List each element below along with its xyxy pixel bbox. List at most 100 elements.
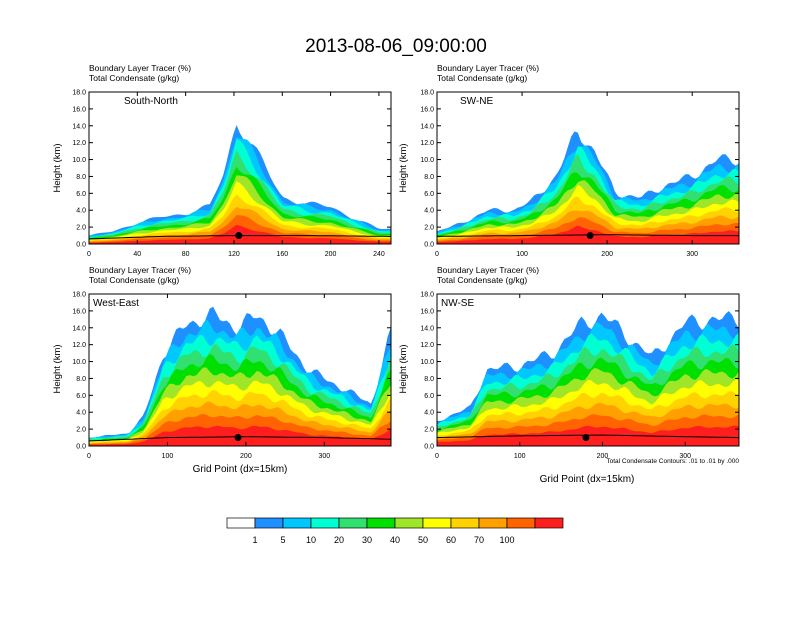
y-tick-label: 4.0 [424, 208, 434, 215]
colorbar-label: 60 [446, 535, 456, 545]
y-tick-label: 14.0 [72, 123, 86, 130]
x-tick-label: 100 [514, 453, 526, 460]
y-tick-label: 4.0 [76, 208, 86, 215]
panel-header-line1: Boundary Layer Tracer (%) [89, 265, 191, 275]
y-tick-label: 2.0 [76, 225, 86, 232]
panel-header-line1: Boundary Layer Tracer (%) [89, 63, 191, 73]
plot-area: 0.0 2.0 4.0 6.0 8.0 10.0 12.0 14.0 16.0 18.0 0 100 2… [420, 90, 740, 258]
y-tick-label: 8.0 [76, 376, 86, 383]
colorbar-label: 5 [280, 535, 285, 545]
y-tick-label: 14.0 [72, 325, 86, 332]
location-marker [586, 232, 594, 240]
x-tick-label: 300 [679, 453, 691, 460]
x-tick-label: 200 [601, 251, 613, 258]
y-tick-label: 14.0 [420, 325, 434, 332]
colorbar-swatch [394, 517, 424, 529]
y-tick-label: 8.0 [424, 174, 434, 181]
panel-header-line1: Boundary Layer Tracer (%) [437, 265, 539, 275]
colorbar-swatch [310, 517, 340, 529]
x-tick-label: 0 [87, 453, 91, 460]
y-tick-label: 16.0 [420, 106, 434, 113]
colorbar-label: 40 [390, 535, 400, 545]
colorbar-label: 1 [252, 535, 257, 545]
y-tick-label: 6.0 [76, 393, 86, 400]
x-tick-label: 100 [516, 251, 528, 258]
colorbar-label: 50 [418, 535, 428, 545]
y-tick-label: 0.0 [424, 444, 434, 451]
y-tick-label: 18.0 [420, 292, 434, 299]
plot-area: 0.0 2.0 4.0 6.0 8.0 10.0 12.0 14.0 16.0 18.0 0 40 80… [72, 90, 392, 258]
panel-header-line2: Total Condensate (g/kg) [89, 275, 179, 285]
colorbar-swatch [478, 517, 508, 529]
plot-area: 0.0 2.0 4.0 6.0 8.0 10.0 12.0 14.0 16.0 18.0 0 100 2… [420, 292, 740, 460]
colorbar-label: 100 [499, 535, 514, 545]
panel-header-line1: Boundary Layer Tracer (%) [437, 63, 539, 73]
location-marker [582, 434, 590, 442]
panel-label: SW-NE [460, 96, 493, 107]
plot-area: 0.0 2.0 4.0 6.0 8.0 10.0 12.0 14.0 16.0 18.0 0 100 2… [72, 292, 392, 460]
x-tick-label: 40 [133, 251, 141, 258]
y-tick-label: 6.0 [424, 393, 434, 400]
x-tick-label: 100 [162, 453, 174, 460]
y-tick-label: 6.0 [76, 191, 86, 198]
y-tick-label: 0.0 [424, 242, 434, 249]
y-axis-label: Height (km) [52, 143, 63, 192]
panel-header-line2: Total Condensate (g/kg) [437, 73, 527, 83]
y-tick-label: 14.0 [420, 123, 434, 130]
x-tick-label: 0 [87, 251, 91, 258]
colorbar: 1 5 10 20 30 40 50 60 70 100 [226, 517, 564, 545]
x-tick-label: 200 [597, 453, 609, 460]
panel-south-north: Boundary Layer Tracer (%) Total Condensa… [52, 63, 392, 258]
x-tick-label: 160 [276, 251, 288, 258]
panel-header-line2: Total Condensate (g/kg) [437, 275, 527, 285]
y-tick-label: 2.0 [424, 427, 434, 434]
y-tick-label: 12.0 [420, 140, 434, 147]
colorbar-swatch [282, 517, 312, 529]
x-tick-label: 200 [325, 251, 337, 258]
panel-sw-ne: Boundary Layer Tracer (%) Total Condensa… [398, 63, 740, 258]
y-tick-label: 4.0 [76, 410, 86, 417]
colorbar-label: 30 [362, 535, 372, 545]
panel-label: NW-SE [441, 298, 474, 309]
colorbar-label: 20 [334, 535, 344, 545]
colorbar-swatch [422, 517, 452, 529]
footnote: Total Condensate Contours: .01 to .01 by… [606, 458, 739, 465]
panel-west-east: Boundary Layer Tracer (%) Total Condensa… [52, 265, 392, 475]
x-tick-label: 200 [240, 453, 252, 460]
panel-label: South-North [124, 96, 178, 107]
y-axis-label: Height (km) [52, 344, 63, 393]
panel-label: West-East [93, 298, 139, 309]
panel-header-line2: Total Condensate (g/kg) [89, 73, 179, 83]
y-tick-label: 0.0 [76, 444, 86, 451]
x-tick-label: 120 [228, 251, 240, 258]
y-tick-label: 10.0 [420, 157, 434, 164]
location-marker [234, 434, 242, 442]
y-tick-label: 16.0 [72, 106, 86, 113]
y-tick-label: 12.0 [420, 342, 434, 349]
y-tick-label: 16.0 [72, 308, 86, 315]
y-axis-label: Height (km) [398, 344, 409, 393]
y-tick-label: 12.0 [72, 342, 86, 349]
colorbar-swatch [534, 517, 564, 529]
x-tick-label: 0 [435, 453, 439, 460]
y-tick-label: 8.0 [424, 376, 434, 383]
colorbar-label: 10 [306, 535, 316, 545]
x-axis-label: Grid Point (dx=15km) [540, 474, 635, 485]
colorbar-label: 70 [474, 535, 484, 545]
colorbar-swatch [226, 517, 256, 529]
plot-frame [436, 91, 740, 245]
colorbar-swatch [254, 517, 284, 529]
x-axis-label: Grid Point (dx=15km) [193, 464, 288, 475]
y-tick-label: 10.0 [72, 157, 86, 164]
y-tick-label: 10.0 [72, 359, 86, 366]
location-marker [235, 232, 243, 240]
y-tick-label: 18.0 [72, 90, 86, 97]
y-tick-label: 6.0 [424, 191, 434, 198]
y-tick-label: 2.0 [424, 225, 434, 232]
y-tick-label: 0.0 [76, 242, 86, 249]
x-tick-label: 300 [686, 251, 698, 258]
x-tick-label: 240 [373, 251, 385, 258]
panel-nw-se: Boundary Layer Tracer (%) Total Condensa… [398, 265, 740, 485]
colorbar-swatch [506, 517, 536, 529]
